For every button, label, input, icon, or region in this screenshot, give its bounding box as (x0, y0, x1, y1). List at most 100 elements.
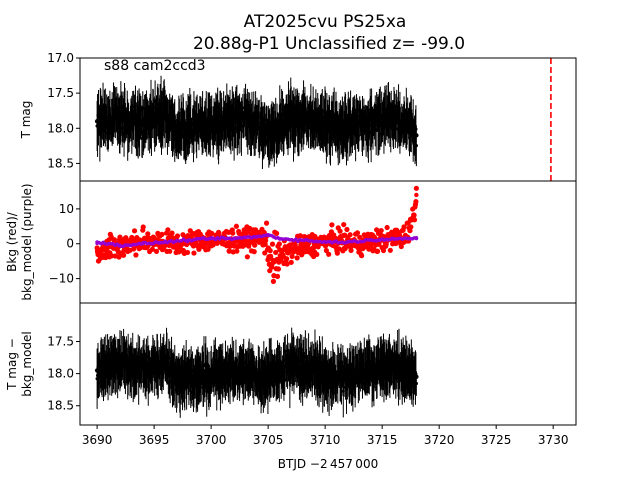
bkg-point (140, 224, 146, 230)
bkg-point (413, 185, 419, 191)
bkg-point (341, 221, 347, 228)
bkg-point (289, 253, 295, 260)
y-axis-label: T mag (19, 101, 33, 140)
bkg-point (263, 220, 270, 226)
series-point (197, 122, 202, 127)
bkg-point (378, 227, 384, 234)
data-point (414, 144, 418, 148)
series-point (260, 126, 265, 131)
bkg-point (191, 250, 197, 256)
bkg-point (131, 228, 138, 234)
y-tick-label: 18.5 (47, 156, 74, 170)
y-tick-label: 18.5 (47, 399, 74, 413)
panel-top-marks (94, 58, 552, 181)
bkg-point (354, 230, 361, 236)
bkg-point (274, 230, 280, 236)
series-point (220, 119, 225, 124)
chart-title-line2: 20.88g-P1 Unclassified z= -99.0 (193, 34, 465, 54)
panel-middle-marks (94, 185, 419, 284)
x-tick-label: 3705 (253, 433, 284, 447)
bkg-point (230, 230, 236, 236)
series-point (163, 361, 168, 367)
bkg-point (344, 226, 350, 233)
series-point (379, 115, 385, 120)
y-tick-label: 17.0 (47, 51, 74, 65)
bkg-point (374, 248, 381, 254)
bkg-point (159, 231, 165, 237)
series-point (414, 192, 419, 198)
panel-bottom-marks (94, 327, 419, 418)
bkg-point (269, 241, 276, 247)
series-point (311, 368, 316, 373)
bkg-point (408, 224, 414, 230)
bkg-point (358, 253, 365, 259)
bkg-point (236, 230, 242, 237)
y-tick-label: 17.5 (47, 86, 74, 100)
panel-bottom-frame (79, 302, 577, 426)
series-point (140, 365, 145, 370)
series-point (271, 371, 277, 376)
bkg-point (273, 249, 279, 256)
series-point (174, 377, 180, 383)
chart-title-line1: AT2025cvu PS25xa (244, 12, 407, 32)
bkg-point (411, 217, 418, 223)
bkg-point (348, 247, 354, 254)
series-point (288, 361, 294, 367)
series-point (174, 129, 180, 134)
bkg-point (347, 232, 353, 238)
series-point (402, 119, 408, 124)
bkg-point (145, 231, 151, 237)
series-point (402, 368, 408, 373)
series-point (140, 122, 145, 127)
panels: 17.0 17.5 18.0 18.5 T mag s88 cam2ccd3 10 0 −10 B… (5, 51, 577, 447)
panel-annotation: s88 cam2ccd3 (104, 58, 206, 74)
series-point (243, 115, 248, 120)
bkg-point (252, 242, 258, 248)
x-tick-label: 3730 (538, 433, 569, 447)
y-axis-label: T mag − (5, 338, 19, 391)
series-point (94, 248, 100, 253)
bkg-point (184, 249, 191, 256)
bkg-point (196, 246, 202, 252)
bkg-point (233, 223, 240, 229)
series-point (414, 133, 419, 138)
bkg-point (275, 266, 282, 272)
series-point (288, 115, 294, 120)
bkg-point (120, 252, 127, 258)
bkg-model-point (414, 235, 419, 240)
data-point (327, 385, 331, 390)
y-tick-label: 18.0 (47, 367, 74, 381)
bkg-point (284, 261, 290, 267)
bkg-point (133, 252, 139, 258)
bkg-point (329, 222, 335, 228)
bkg-point (109, 253, 115, 259)
bkg-point (334, 250, 340, 256)
bkg-point (413, 199, 419, 205)
data-point (414, 381, 418, 386)
bkg-point (297, 233, 303, 239)
bkg-point (337, 228, 343, 234)
bkg-point (169, 230, 175, 236)
y-tick-label: 10 (59, 202, 74, 216)
series-point (117, 115, 123, 120)
data-point (283, 349, 287, 353)
bkg-point (292, 242, 298, 249)
series-point (117, 361, 123, 367)
bkg-point (401, 224, 407, 230)
series-point (94, 119, 100, 124)
y-axis-label: bkg_model (20, 331, 34, 397)
series-point (271, 258, 277, 264)
series-point (163, 112, 168, 117)
bkg-point (384, 224, 390, 231)
series-point (334, 377, 339, 383)
bkg-point (167, 248, 173, 254)
series-point (220, 371, 225, 376)
x-axis-label: BTJD −2 457 000 (278, 457, 378, 471)
series-point (243, 368, 248, 373)
bkg-point (267, 248, 273, 254)
bkg-point (268, 253, 274, 259)
bkg-point (326, 251, 332, 257)
bkg-point (274, 273, 281, 279)
bkg-point (288, 259, 294, 265)
